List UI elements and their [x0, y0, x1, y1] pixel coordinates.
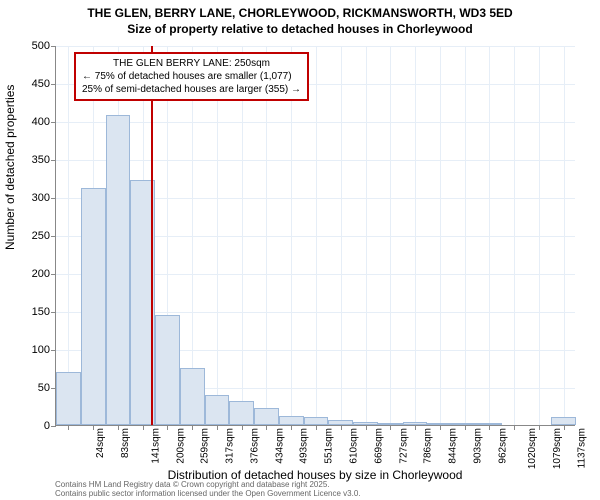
y-tick-label: 150: [32, 306, 56, 318]
x-tick-label: 200sqm: [175, 428, 186, 464]
x-tick-label: 727sqm: [398, 428, 409, 464]
grid-line-v: [242, 46, 243, 425]
footer-line1: Contains HM Land Registry data © Crown c…: [55, 480, 361, 490]
y-tick-label: 450: [32, 78, 56, 90]
x-tick-label: 376sqm: [250, 428, 261, 464]
histogram-bar: [106, 115, 131, 425]
x-tick-label: 434sqm: [274, 428, 285, 464]
grid-line-v: [415, 46, 416, 425]
grid-line-v: [366, 46, 367, 425]
annotation-line2: ← 75% of detached houses are smaller (1,…: [82, 70, 301, 83]
annotation-line3: 25% of semi-detached houses are larger (…: [82, 83, 301, 96]
x-tick-mark: [118, 425, 119, 430]
y-tick-label: 250: [32, 230, 56, 242]
grid-line-v: [489, 46, 490, 425]
x-tick-mark: [291, 425, 292, 430]
x-tick-mark: [564, 425, 565, 430]
x-tick-label: 962sqm: [497, 428, 508, 464]
x-tick-mark: [93, 425, 94, 430]
chart-container: THE GLEN, BERRY LANE, CHORLEYWOOD, RICKM…: [0, 0, 600, 500]
histogram-bar: [403, 422, 428, 425]
grid-line-v: [291, 46, 292, 425]
grid-line-v: [266, 46, 267, 425]
grid-line-v: [564, 46, 565, 425]
chart-title: THE GLEN, BERRY LANE, CHORLEYWOOD, RICKM…: [0, 0, 600, 22]
grid-line-v: [316, 46, 317, 425]
histogram-bar: [81, 188, 106, 425]
x-tick-mark: [465, 425, 466, 430]
grid-line-v: [465, 46, 466, 425]
x-tick-mark: [167, 425, 168, 430]
y-tick-label: 50: [38, 382, 56, 394]
grid-line-v: [514, 46, 515, 425]
grid-line-v: [390, 46, 391, 425]
x-tick-label: 493sqm: [299, 428, 310, 464]
y-tick-label: 200: [32, 268, 56, 280]
grid-line-v: [217, 46, 218, 425]
x-tick-mark: [489, 425, 490, 430]
y-tick-label: 500: [32, 40, 56, 52]
chart-subtitle: Size of property relative to detached ho…: [0, 22, 600, 36]
histogram-bar: [229, 401, 254, 425]
x-tick-mark: [539, 425, 540, 430]
footer-line2: Contains public sector information licen…: [55, 489, 361, 499]
histogram-bar: [304, 417, 329, 425]
x-tick-mark: [341, 425, 342, 430]
histogram-bar: [353, 422, 378, 425]
plot-area: THE GLEN BERRY LANE: 250sqm ← 75% of det…: [55, 46, 575, 426]
histogram-bar: [551, 417, 576, 425]
x-tick-label: 786sqm: [423, 428, 434, 464]
y-tick-label: 350: [32, 154, 56, 166]
annotation-box: THE GLEN BERRY LANE: 250sqm ← 75% of det…: [74, 52, 309, 101]
x-tick-mark: [68, 425, 69, 430]
x-tick-mark: [390, 425, 391, 430]
histogram-bar: [279, 416, 304, 425]
x-tick-label: 1137sqm: [576, 428, 587, 468]
x-tick-label: 317sqm: [225, 428, 236, 464]
histogram-bar: [427, 423, 452, 425]
histogram-bar: [180, 368, 205, 425]
x-tick-label: 669sqm: [373, 428, 384, 464]
histogram-bar: [155, 315, 180, 425]
x-tick-label: 610sqm: [349, 428, 360, 464]
x-tick-label: 259sqm: [200, 428, 211, 464]
x-tick-mark: [217, 425, 218, 430]
footer: Contains HM Land Registry data © Crown c…: [55, 480, 361, 499]
marker-line: [151, 46, 153, 425]
grid-line-v: [341, 46, 342, 425]
y-tick-label: 300: [32, 192, 56, 204]
grid-line-v: [440, 46, 441, 425]
y-axis-label: Number of detached properties: [3, 85, 17, 250]
x-tick-mark: [440, 425, 441, 430]
histogram-bar: [378, 423, 403, 425]
histogram-bar: [205, 395, 230, 425]
y-tick-label: 400: [32, 116, 56, 128]
x-tick-label: 844sqm: [448, 428, 459, 464]
x-tick-mark: [266, 425, 267, 430]
x-tick-mark: [316, 425, 317, 430]
histogram-bar: [477, 423, 502, 425]
x-tick-label: 1079sqm: [552, 428, 563, 469]
y-tick-label: 0: [44, 420, 56, 432]
x-tick-mark: [366, 425, 367, 430]
x-tick-mark: [514, 425, 515, 430]
x-tick-mark: [415, 425, 416, 430]
x-tick-label: 141sqm: [150, 428, 161, 464]
histogram-bar: [56, 372, 81, 425]
y-tick-label: 100: [32, 344, 56, 356]
x-tick-mark: [192, 425, 193, 430]
histogram-bar: [452, 423, 477, 425]
x-tick-label: 551sqm: [324, 428, 335, 464]
grid-line-v: [68, 46, 69, 425]
x-tick-label: 24sqm: [95, 428, 106, 458]
x-tick-label: 83sqm: [120, 428, 131, 458]
x-tick-mark: [143, 425, 144, 430]
x-tick-label: 1020sqm: [527, 428, 538, 469]
x-tick-mark: [242, 425, 243, 430]
x-tick-label: 903sqm: [472, 428, 483, 464]
histogram-bar: [328, 420, 353, 425]
annotation-line1: THE GLEN BERRY LANE: 250sqm: [82, 57, 301, 70]
grid-line-v: [539, 46, 540, 425]
histogram-bar: [254, 408, 279, 425]
